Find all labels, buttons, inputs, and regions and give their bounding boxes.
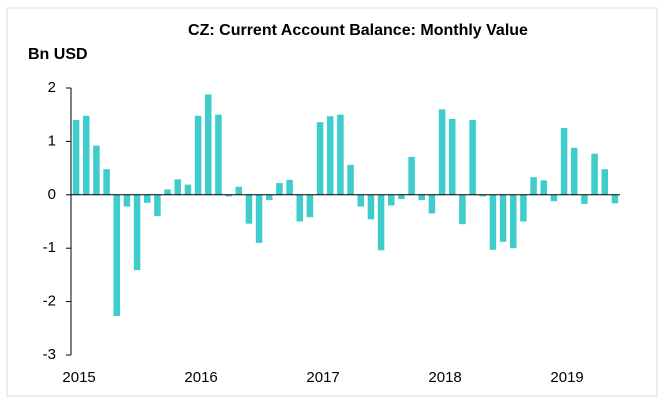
bar bbox=[235, 186, 243, 195]
bar bbox=[276, 183, 283, 195]
bar bbox=[418, 194, 426, 201]
bar bbox=[581, 194, 588, 204]
bar bbox=[174, 179, 182, 195]
bar bbox=[113, 194, 121, 317]
y-tick-label: -3 bbox=[43, 346, 56, 363]
bar bbox=[591, 153, 598, 195]
bar bbox=[82, 115, 90, 195]
chart-title: CZ: Current Account Balance: Monthly Val… bbox=[188, 22, 528, 39]
x-tick-label: 2017 bbox=[306, 369, 339, 386]
bar bbox=[245, 194, 253, 224]
bar bbox=[459, 194, 466, 225]
y-tick-label: 0 bbox=[48, 186, 56, 203]
bar bbox=[326, 116, 334, 195]
bar bbox=[316, 122, 324, 195]
bar bbox=[530, 177, 537, 195]
bar bbox=[72, 120, 80, 195]
bar bbox=[204, 94, 212, 195]
bar bbox=[428, 194, 436, 214]
bar bbox=[143, 194, 151, 203]
y-axis-label: Bn USD bbox=[28, 46, 88, 63]
bar bbox=[489, 194, 497, 250]
bar bbox=[337, 114, 344, 195]
bar bbox=[306, 194, 314, 218]
bar bbox=[469, 120, 476, 195]
bar bbox=[133, 194, 141, 271]
bar bbox=[286, 179, 293, 195]
bar bbox=[398, 194, 405, 200]
bar bbox=[357, 194, 365, 207]
y-tick-label: 2 bbox=[48, 79, 56, 96]
bar bbox=[499, 194, 507, 242]
bar bbox=[611, 194, 619, 204]
bar bbox=[255, 194, 263, 243]
x-tick-label: 2016 bbox=[184, 369, 217, 386]
bar bbox=[164, 189, 171, 195]
bar bbox=[103, 169, 110, 195]
bar bbox=[123, 194, 131, 207]
bar bbox=[93, 145, 100, 195]
bar bbox=[296, 194, 304, 222]
bar bbox=[479, 194, 487, 197]
bar bbox=[408, 156, 415, 195]
bar bbox=[215, 114, 222, 195]
bar bbox=[387, 194, 395, 206]
bar bbox=[194, 115, 202, 195]
x-tick-label: 2019 bbox=[550, 369, 583, 386]
bar bbox=[377, 194, 385, 251]
bar bbox=[601, 169, 609, 195]
bar bbox=[154, 194, 161, 217]
bar bbox=[509, 194, 517, 249]
bar bbox=[225, 194, 232, 197]
bar bbox=[367, 194, 375, 220]
y-tick-label: 1 bbox=[48, 132, 56, 149]
bar bbox=[265, 194, 273, 201]
x-tick-label: 2018 bbox=[428, 369, 461, 386]
bar bbox=[550, 194, 558, 202]
chart-frame bbox=[6, 7, 658, 397]
x-tick-label: 2015 bbox=[62, 369, 95, 386]
bar bbox=[347, 164, 354, 195]
bar bbox=[184, 184, 192, 195]
y-tick-label: -1 bbox=[43, 239, 56, 256]
bar bbox=[560, 128, 568, 195]
bar bbox=[540, 180, 548, 195]
bar bbox=[570, 147, 578, 195]
bar bbox=[520, 194, 527, 222]
y-tick-label: -2 bbox=[43, 293, 56, 310]
bar bbox=[438, 109, 446, 195]
bar bbox=[448, 118, 456, 195]
